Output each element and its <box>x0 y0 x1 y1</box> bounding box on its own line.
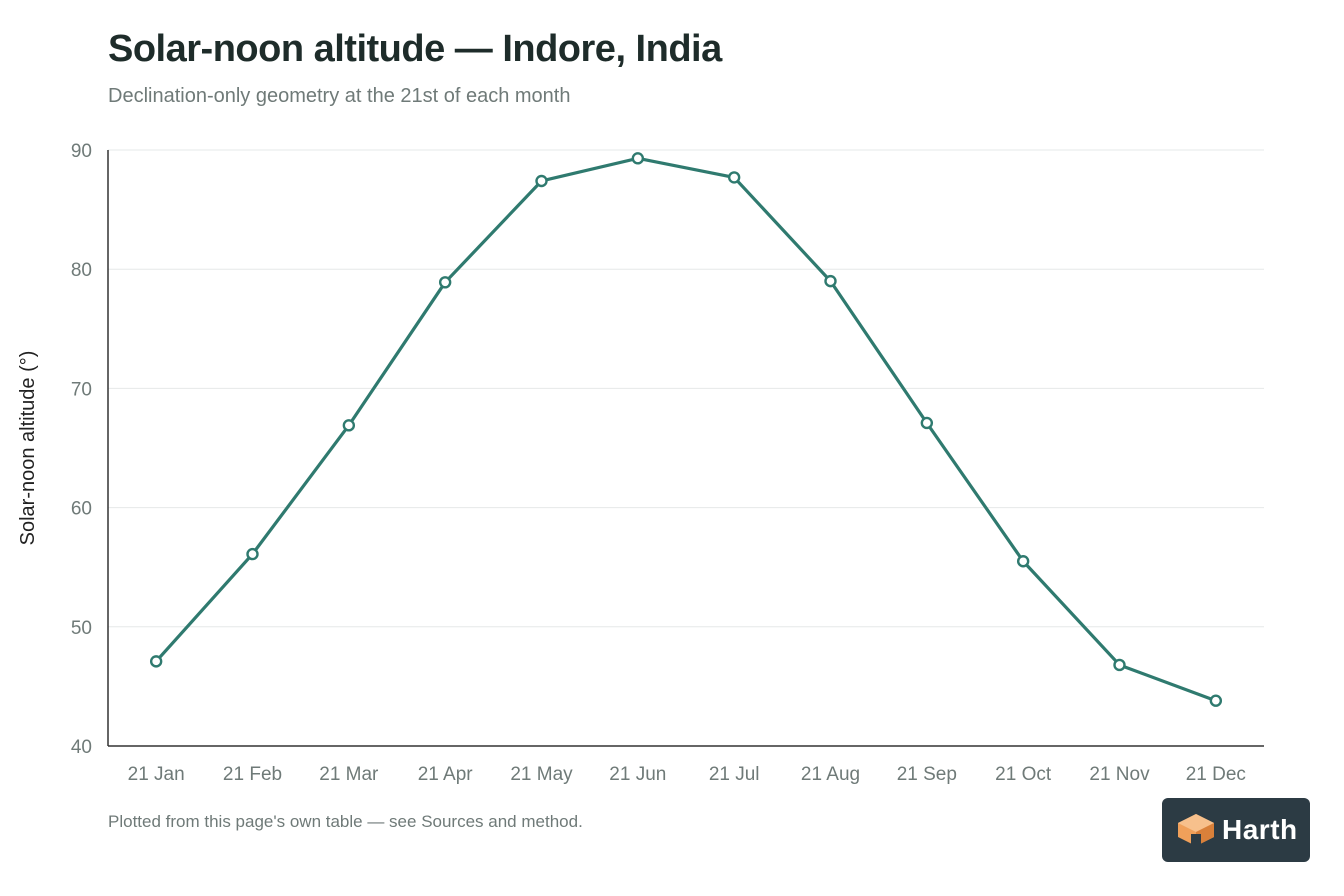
data-point <box>342 419 356 432</box>
series-altitude <box>149 152 1223 707</box>
x-tick-label: 21 Nov <box>1089 764 1150 785</box>
x-tick-label: 21 May <box>510 764 573 785</box>
y-tick-label: 40 <box>71 737 92 758</box>
x-tick-label: 21 Oct <box>995 764 1052 785</box>
source-footnote: Plotted from this page's own table — see… <box>108 812 583 831</box>
data-point <box>438 276 452 289</box>
y-tick-label: 70 <box>71 379 92 400</box>
chart-title: Solar-noon altitude — Indore, India <box>108 28 722 70</box>
x-tick-label: 21 Feb <box>223 764 282 785</box>
data-point <box>535 174 548 188</box>
data-point <box>631 152 645 165</box>
y-tick-label: 90 <box>71 141 92 162</box>
axes <box>107 150 1264 747</box>
x-tick-label: 21 Jul <box>709 764 760 785</box>
data-point <box>1113 658 1126 672</box>
x-tick-label: 21 Mar <box>319 764 379 785</box>
harth-logo-icon <box>1176 812 1216 848</box>
data-point <box>1209 694 1223 707</box>
data-point <box>246 547 259 561</box>
x-tick-label: 21 Dec <box>1186 764 1246 785</box>
y-tick-labels: 40 50 60 70 80 90 <box>71 141 92 758</box>
y-tick-label: 60 <box>71 499 92 520</box>
x-tick-label: 21 Sep <box>897 764 957 785</box>
y-tick-label: 80 <box>71 260 92 281</box>
data-point <box>149 655 163 668</box>
x-tick-label: 21 Apr <box>418 764 474 785</box>
y-axis-label: Solar-noon altitude (°) <box>17 351 39 546</box>
data-point <box>920 416 934 430</box>
brand-name: Harth <box>1222 814 1298 845</box>
x-tick-label: 21 Aug <box>801 764 860 785</box>
data-point <box>1016 555 1030 568</box>
series-line <box>154 156 1218 703</box>
chart-subtitle: Declination-only geometry at the 21st of… <box>108 85 571 107</box>
data-point <box>824 274 837 288</box>
y-tick-label: 50 <box>71 618 92 639</box>
data-point <box>727 171 741 184</box>
x-tick-labels: 21 Jan 21 Feb 21 Mar 21 Apr 21 May 21 Jun 21 J… <box>128 764 1246 785</box>
x-tick-label: 21 Jan <box>128 764 185 785</box>
grid-lines <box>108 149 1264 628</box>
x-tick-label: 21 Jun <box>609 764 666 785</box>
brand-logo[interactable]: Harth <box>1162 798 1310 862</box>
